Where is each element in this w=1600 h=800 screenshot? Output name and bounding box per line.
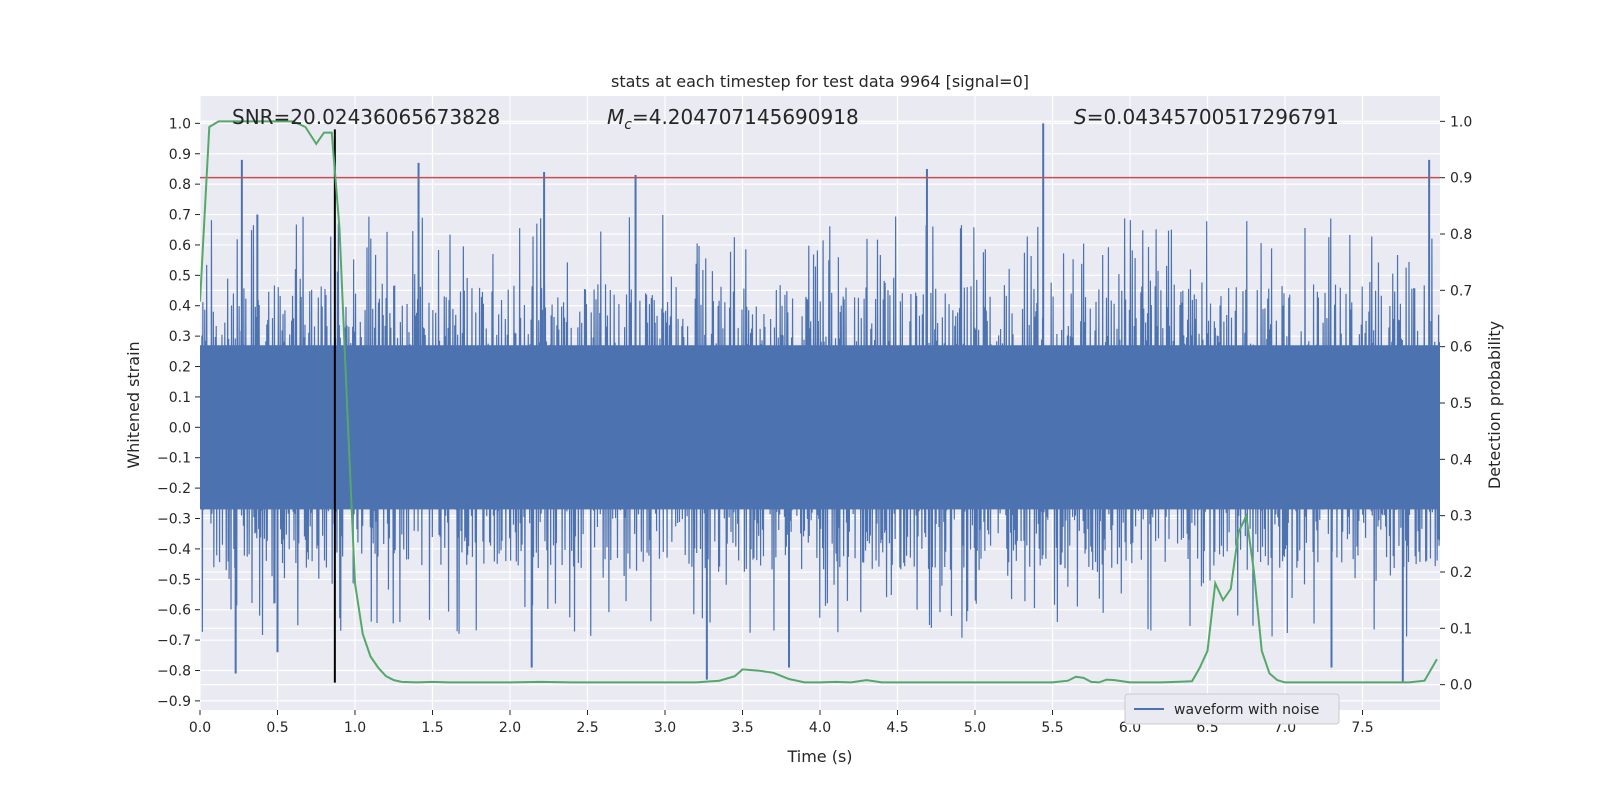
y2-tick-label: 0.0	[1450, 678, 1472, 694]
legend: waveform with noise	[1124, 693, 1340, 725]
y-axis-label: Whitened strain	[124, 341, 143, 468]
y-tick-label: 0.4	[169, 299, 191, 315]
y-tick-label: −0.3	[157, 512, 191, 528]
probability-line	[200, 120, 1438, 684]
y-tick-label: −0.5	[157, 572, 191, 588]
x-tick-label: 5.0	[964, 720, 986, 736]
x-tick-label: 2.5	[576, 720, 598, 736]
y-tick-label: −0.8	[157, 663, 191, 679]
x-tick-label: 4.0	[809, 720, 831, 736]
x-axis-ticks: 0.0 0.5 1.0 1.5 2.0 2.5 3.0 3.5 4.0 4.5 5.0 5.5 6.0 6…	[189, 710, 1374, 736]
y2-tick-label: 0.1	[1450, 621, 1472, 637]
y-tick-label: 0.7	[169, 208, 191, 224]
y2-axis-ticks: 1.0 0.9 0.8 0.7 0.6 0.5 0.4 0.3 0.2 0.1 0.0	[1440, 114, 1472, 694]
y-tick-label: −0.9	[157, 694, 191, 710]
y-tick-label: −0.7	[157, 633, 191, 649]
y2-tick-label: 0.6	[1450, 340, 1472, 356]
chirp-mass-symbol: M	[607, 105, 624, 129]
y-tick-label: 0.5	[169, 268, 191, 284]
y-tick-label: −0.1	[157, 451, 191, 467]
y-tick-label: 0.0	[169, 420, 191, 436]
chirp-mass-value: =4.204707145690918	[632, 105, 859, 129]
x-tick-label: 4.5	[886, 720, 908, 736]
legend-label: waveform with noise	[1174, 702, 1319, 718]
x-tick-label: 1.5	[421, 720, 443, 736]
y-tick-label: −0.4	[157, 542, 191, 558]
y-tick-label: 0.2	[169, 360, 191, 376]
x-tick-label: 1.0	[344, 720, 366, 736]
y2-tick-label: 0.2	[1450, 565, 1472, 581]
chirp-mass-annotation: Mc=4.204707145690918	[607, 105, 859, 133]
chart-title: stats at each timestep for test data 996…	[611, 72, 1029, 91]
y2-tick-label: 1.0	[1450, 114, 1472, 130]
y2-tick-label: 0.5	[1450, 396, 1472, 412]
x-tick-label: 5.5	[1041, 720, 1063, 736]
y2-tick-label: 0.8	[1450, 227, 1472, 243]
x-tick-label: 7.5	[1351, 720, 1373, 736]
y-tick-label: 1.0	[169, 116, 191, 132]
waveform-series	[200, 123, 1440, 683]
waveform-core-band	[200, 345, 1440, 510]
snr-annotation: SNR=20.02436065673828	[232, 105, 500, 129]
y2-axis-label: Detection probability	[1485, 321, 1504, 489]
legend-box	[1124, 693, 1340, 725]
y-tick-label: 0.8	[169, 177, 191, 193]
chirp-mass-subscript: c	[624, 117, 632, 133]
y-tick-label: 0.6	[169, 238, 191, 254]
x-tick-label: 0.5	[266, 720, 288, 736]
y-tick-label: 0.9	[169, 147, 191, 163]
x-axis-label: Time (s)	[786, 747, 852, 766]
x-tick-label: 3.5	[731, 720, 753, 736]
y-tick-label: 0.3	[169, 329, 191, 345]
s-symbol: S	[1074, 105, 1087, 129]
y-axis-ticks: 1.0 0.9 0.8 0.7 0.6 0.5 0.4 0.3 0.2 0.1 0.0 −0.1 −0.…	[157, 116, 200, 710]
y2-tick-label: 0.4	[1450, 452, 1472, 468]
y-tick-label: −0.6	[157, 603, 191, 619]
y2-tick-label: 0.7	[1450, 283, 1472, 299]
probability-series	[200, 120, 1438, 684]
x-tick-label: 3.0	[654, 720, 676, 736]
x-tick-label: 0.0	[189, 720, 211, 736]
s-annotation: S=0.04345700517296791	[1074, 105, 1339, 129]
y-tick-label: 0.1	[169, 390, 191, 406]
y-tick-label: −0.2	[157, 481, 191, 497]
s-value: =0.04345700517296791	[1087, 105, 1339, 129]
x-tick-label: 2.0	[499, 720, 521, 736]
y2-tick-label: 0.9	[1450, 171, 1472, 187]
y2-tick-label: 0.3	[1450, 509, 1472, 525]
